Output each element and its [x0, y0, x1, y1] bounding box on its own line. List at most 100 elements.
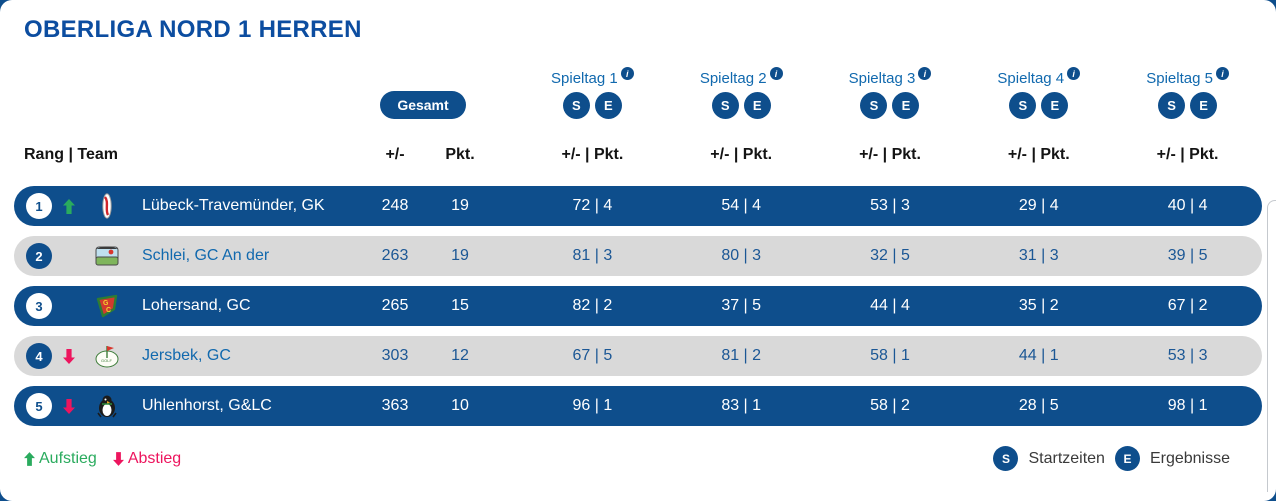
- day-3-result: 44 | 4: [870, 297, 910, 314]
- rank-badge: 4: [26, 343, 52, 369]
- day-5-result: 98 | 1: [1167, 397, 1208, 414]
- gesamt-button[interactable]: Gesamt: [380, 91, 466, 119]
- spieltag-2-label: Spieltag 2: [699, 70, 767, 87]
- aufstieg-label: Aufstieg: [39, 449, 97, 467]
- day-3-result: 58 | 1: [870, 347, 910, 364]
- day-5-result: 40 | 4: [1167, 197, 1208, 214]
- ergebnisse-label: Ergebnisse: [1149, 449, 1230, 467]
- club-logo: GOLF: [86, 343, 128, 369]
- spieltag-4-startzeiten-button[interactable]: S: [1009, 92, 1037, 119]
- column-rang-team: Rang | Team: [24, 146, 118, 163]
- arrow-up-icon: [24, 451, 35, 466]
- rank-badge: 1: [26, 193, 52, 219]
- day-1-result: 72 | 4: [572, 197, 613, 214]
- total-plusminus: 363: [381, 397, 409, 414]
- team-name: Jersbek, GC: [142, 347, 231, 364]
- day-1-result: 81 | 3: [572, 247, 613, 264]
- team-name: Lohersand, GC: [142, 297, 251, 314]
- total-points: 10: [451, 397, 469, 414]
- spieltag-4-ergebnisse-button[interactable]: E: [1041, 92, 1069, 119]
- day-5-result: 53 | 3: [1167, 347, 1208, 364]
- info-icon[interactable]: i: [918, 67, 932, 80]
- day-5-result: 39 | 5: [1167, 247, 1208, 264]
- table-row[interactable]: 5 Uhlenhorst, G&LC 363 10 96 | 1 83 | 1 …: [14, 386, 1262, 426]
- day-2-result: 37 | 5: [721, 297, 762, 314]
- spieltag-1-ergebnisse-button[interactable]: E: [594, 92, 622, 119]
- ergebnisse-icon: E: [1114, 446, 1140, 471]
- total-points: 15: [451, 297, 469, 314]
- day-5-result: 67 | 2: [1167, 297, 1208, 314]
- club-logo: [86, 193, 128, 219]
- day-1-result: 67 | 5: [572, 347, 613, 364]
- column-day-2: +/- | Pkt.: [710, 146, 773, 163]
- column-day-1: +/- | Pkt.: [561, 146, 624, 163]
- aufstieg-legend: Aufstieg: [24, 450, 97, 468]
- spieltag-3-label: Spieltag 3: [848, 70, 916, 87]
- abstieg-legend: Abstieg: [112, 449, 182, 468]
- day-4-result: 29 | 4: [1018, 197, 1059, 214]
- column-day-3: +/- | Pkt.: [859, 146, 921, 163]
- column-day-5: +/- | Pkt.: [1156, 146, 1219, 163]
- day-4-result: 35 | 2: [1018, 297, 1059, 314]
- spieltag-1-startzeiten-button[interactable]: S: [562, 92, 590, 119]
- team-name: Lübeck-Travemünder, GK: [142, 197, 325, 214]
- spieltag-2-startzeiten-button[interactable]: S: [711, 92, 739, 119]
- day-1-result: 82 | 2: [572, 297, 613, 314]
- day-2-result: 80 | 3: [721, 247, 762, 264]
- day-4-result: 31 | 3: [1018, 247, 1059, 264]
- rank-badge: 5: [26, 393, 52, 419]
- spieltag-1-label: Spieltag 1: [551, 70, 618, 87]
- column-plusminus: +/-: [385, 146, 405, 163]
- day-4-result: 28 | 5: [1018, 397, 1059, 414]
- info-icon[interactable]: i: [1067, 67, 1081, 80]
- page-title: OBERLIGA NORD 1 HERREN: [24, 16, 362, 43]
- rank-badge: 3: [26, 293, 52, 319]
- club-logo: [86, 393, 128, 419]
- total-plusminus: 265: [381, 297, 409, 314]
- startzeiten-label: Startzeiten: [1028, 449, 1105, 467]
- rank-badge: 2: [26, 243, 52, 269]
- info-icon[interactable]: i: [769, 67, 783, 80]
- spieltag-3-ergebnisse-button[interactable]: E: [892, 92, 920, 119]
- spieltag-4-label: Spieltag 4: [997, 70, 1065, 87]
- day-2-result: 83 | 1: [721, 397, 762, 414]
- spieltag-2-ergebnisse-button[interactable]: E: [743, 92, 771, 119]
- total-plusminus: 303: [381, 347, 409, 364]
- trend-down-icon: [52, 398, 86, 414]
- day-2-result: 81 | 2: [721, 347, 762, 364]
- club-logo: [86, 243, 128, 269]
- total-points: 19: [451, 197, 469, 214]
- spieltag-5-ergebnisse-button[interactable]: E: [1190, 92, 1218, 119]
- arrow-down-icon: [112, 451, 124, 466]
- info-icon[interactable]: i: [1215, 67, 1229, 80]
- table-row[interactable]: 1 Lübeck-Travemünder, GK 248 19 72 | 4 5…: [14, 186, 1262, 226]
- info-icon[interactable]: i: [620, 67, 634, 80]
- column-points: Pkt.: [445, 146, 475, 163]
- spieltag-3-startzeiten-button[interactable]: S: [860, 92, 888, 119]
- startzeiten-icon: S: [993, 446, 1019, 471]
- total-points: 19: [451, 247, 469, 264]
- team-name: Schlei, GC An der: [142, 247, 270, 264]
- spieltag-5-startzeiten-button[interactable]: S: [1158, 92, 1186, 119]
- column-day-4: +/- | Pkt.: [1007, 146, 1070, 163]
- trend-down-icon: [52, 348, 86, 364]
- day-3-result: 32 | 5: [870, 247, 910, 264]
- table-row[interactable]: 4 GOLF Jersbek, GC 303 12 67 | 5 81 | 2 …: [14, 336, 1262, 376]
- total-plusminus: 263: [381, 247, 409, 264]
- table-row[interactable]: 2 Schlei, GC An der 263 19 81 | 3 80 | 3…: [14, 236, 1262, 276]
- trend-up-icon: [52, 198, 86, 214]
- table-column-headers: Rang | Team +/- Pkt. +/- | Pkt. +/- | Pk…: [14, 146, 1262, 164]
- day-4-result: 44 | 1: [1018, 347, 1059, 364]
- abstieg-label: Abstieg: [127, 449, 182, 467]
- team-name: Uhlenhorst, G&LC: [142, 397, 272, 414]
- svg-text:C: C: [106, 307, 111, 314]
- day-1-result: 96 | 1: [572, 397, 613, 414]
